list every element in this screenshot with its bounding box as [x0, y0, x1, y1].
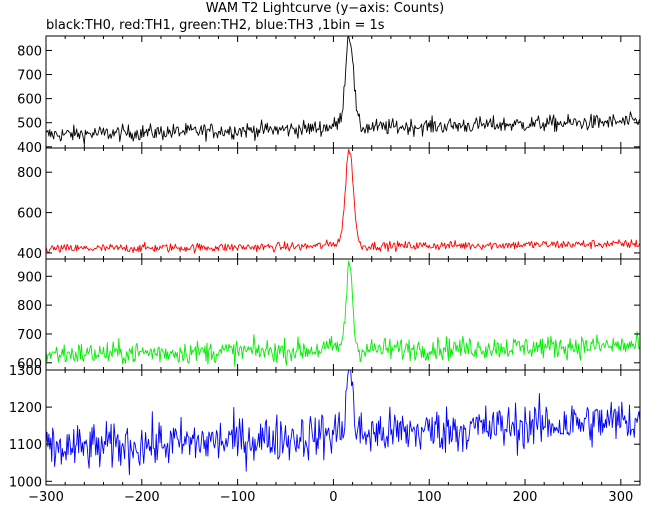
chart-title: WAM T2 Lightcurve (y−axis: Counts)	[205, 1, 445, 16]
x-tick-label: −200	[124, 490, 160, 505]
series-th2	[45, 260, 641, 367]
y-tick-label: 600	[17, 207, 42, 222]
x-tick-label: 100	[417, 490, 442, 505]
y-tick-label: 700	[17, 328, 42, 343]
y-tick-label: 800	[17, 166, 42, 181]
x-tick-label: 200	[513, 490, 538, 505]
y-tick-label: 1000	[9, 475, 42, 490]
y-tick-label: 1200	[9, 401, 42, 416]
y-tick-label: 600	[17, 357, 42, 372]
panel-frame-th2	[45, 258, 641, 371]
y-tick-label: 1300	[9, 364, 42, 379]
series-th0	[45, 35, 641, 145]
chart-subtitle: black:TH0, red:TH1, green:TH2, blue:TH3 …	[46, 18, 385, 33]
y-tick-label: 400	[17, 141, 42, 156]
y-tick-label: 500	[17, 117, 42, 132]
panel-frame-th3	[45, 369, 641, 486]
y-tick-label: 800	[17, 44, 42, 59]
y-tick-label: 700	[17, 69, 42, 84]
y-tick-label: 600	[17, 93, 42, 108]
y-tick-label: 800	[17, 299, 42, 314]
x-tick-label: −100	[220, 490, 256, 505]
panel-frame-th1	[45, 147, 641, 260]
y-tick-label: 400	[17, 247, 42, 262]
panel-frame-th0	[45, 35, 641, 149]
series-th1	[45, 148, 641, 254]
x-tick-label: −300	[28, 490, 64, 505]
series-th3	[45, 369, 641, 476]
x-tick-label: 300	[608, 490, 633, 505]
y-tick-label: 900	[17, 270, 42, 285]
y-tick-label: 1100	[9, 438, 42, 453]
x-tick-label: 0	[329, 490, 337, 505]
